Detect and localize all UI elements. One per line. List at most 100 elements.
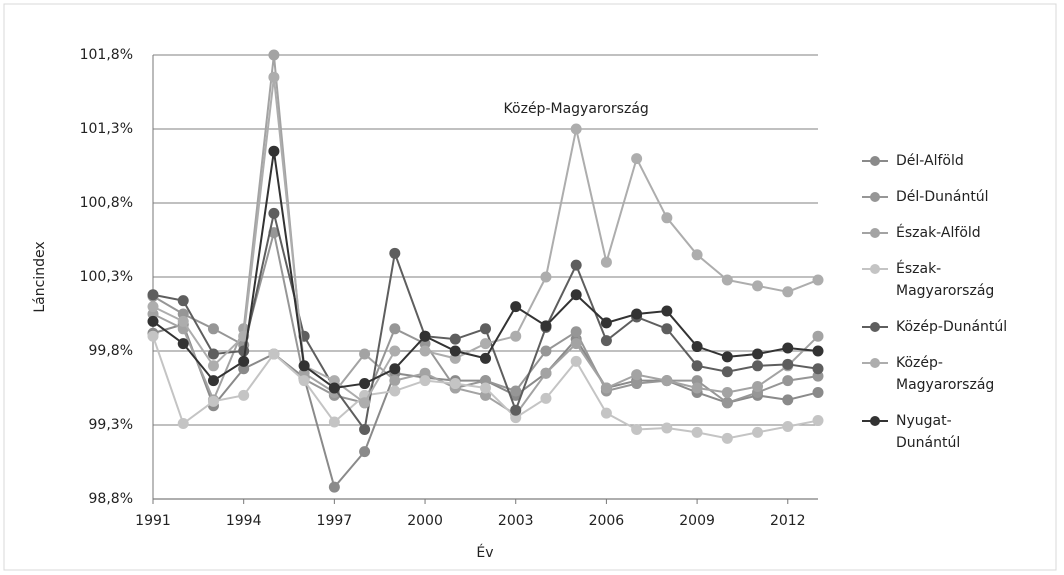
data-point [389, 363, 401, 375]
data-point [691, 249, 703, 261]
data-point [540, 367, 552, 379]
data-point [570, 123, 582, 135]
data-point [177, 418, 189, 430]
data-point [268, 145, 280, 157]
data-point [600, 335, 612, 347]
data-point [631, 153, 643, 165]
data-point [177, 295, 189, 307]
data-point [510, 330, 522, 342]
y-tick-label: 99,8% [89, 343, 133, 359]
data-point [540, 392, 552, 404]
data-point [691, 360, 703, 372]
data-point [631, 369, 643, 381]
x-tick-label: 2003 [498, 513, 534, 529]
data-point [147, 301, 159, 313]
data-point [661, 212, 673, 224]
data-point [480, 382, 491, 394]
legend-label: Közép-Magyarország [896, 355, 995, 393]
data-point [268, 49, 280, 61]
data-point [812, 386, 824, 398]
legend-label: Nyugat-Dunántúl [896, 413, 961, 451]
data-point [600, 256, 612, 268]
data-point [570, 338, 582, 350]
legend-marker [870, 228, 880, 238]
x-tick-label: 2000 [407, 513, 443, 529]
data-point [631, 423, 643, 435]
data-point [147, 289, 159, 301]
legend-swatch [862, 264, 888, 274]
data-point [177, 338, 189, 350]
data-point [389, 375, 401, 387]
legend-item: Dél-Dunántúl [862, 186, 1012, 208]
data-point [449, 333, 461, 345]
data-point [238, 355, 250, 367]
data-point [600, 317, 612, 329]
legend-swatch [862, 416, 888, 426]
data-point [298, 375, 310, 387]
y-axis-title: Láncindex [32, 241, 48, 312]
data-point [752, 360, 764, 372]
x-tick-label: 1994 [226, 513, 262, 529]
legend-label: Észak-Alföld [896, 225, 981, 241]
legend-marker [870, 358, 880, 368]
data-point [147, 315, 159, 327]
data-point [359, 423, 371, 435]
data-point [812, 415, 824, 427]
x-tick-label: 2009 [679, 513, 715, 529]
legend-swatch [862, 322, 888, 332]
data-point [268, 71, 280, 83]
data-point [480, 338, 491, 350]
legend-marker [870, 416, 880, 426]
data-point [298, 360, 310, 372]
data-point [389, 247, 401, 259]
legend-item: Dél-Alföld [862, 150, 1012, 172]
data-point [721, 432, 733, 444]
data-point [480, 323, 491, 335]
data-point [480, 352, 491, 364]
legend-item: Észak-Alföld [862, 222, 1012, 244]
data-point [510, 404, 522, 416]
y-tick-label: 101,8% [80, 47, 133, 63]
data-point [721, 397, 733, 409]
data-point [721, 351, 733, 363]
legend-marker [870, 322, 880, 332]
legend-item: Nyugat-Dunántúl [862, 410, 1012, 454]
data-point [752, 426, 764, 438]
legend-item: Közép-Magyarország [862, 352, 1012, 396]
data-point [540, 345, 552, 357]
data-point [419, 330, 431, 342]
data-point [540, 320, 552, 332]
data-point [661, 323, 673, 335]
data-point [328, 416, 340, 428]
legend-label: Észak-Magyarország [896, 261, 995, 299]
data-point [752, 381, 764, 393]
data-point [812, 330, 824, 342]
data-point [389, 345, 401, 357]
x-axis-title: Év [476, 544, 493, 561]
data-point [359, 397, 371, 409]
x-tick-label: 2012 [770, 513, 806, 529]
data-point [661, 305, 673, 317]
data-point [570, 259, 582, 271]
data-point [510, 385, 522, 397]
data-point [782, 342, 794, 354]
data-point [419, 375, 431, 387]
annotation: Közép-Magyarország [504, 101, 649, 117]
x-tick-label: 2006 [589, 513, 625, 529]
data-point [510, 301, 522, 313]
chart-border [3, 3, 1057, 571]
data-point [661, 375, 673, 387]
data-point [721, 366, 733, 378]
data-point [691, 426, 703, 438]
data-point [328, 481, 340, 493]
legend-label: Dél-Alföld [896, 153, 964, 169]
data-point [782, 375, 794, 387]
data-point [449, 378, 461, 390]
data-point [328, 382, 340, 394]
data-point [812, 363, 824, 375]
data-point [570, 355, 582, 367]
data-point [600, 407, 612, 419]
data-point [752, 348, 764, 360]
y-tick-label: 101,3% [80, 121, 133, 137]
